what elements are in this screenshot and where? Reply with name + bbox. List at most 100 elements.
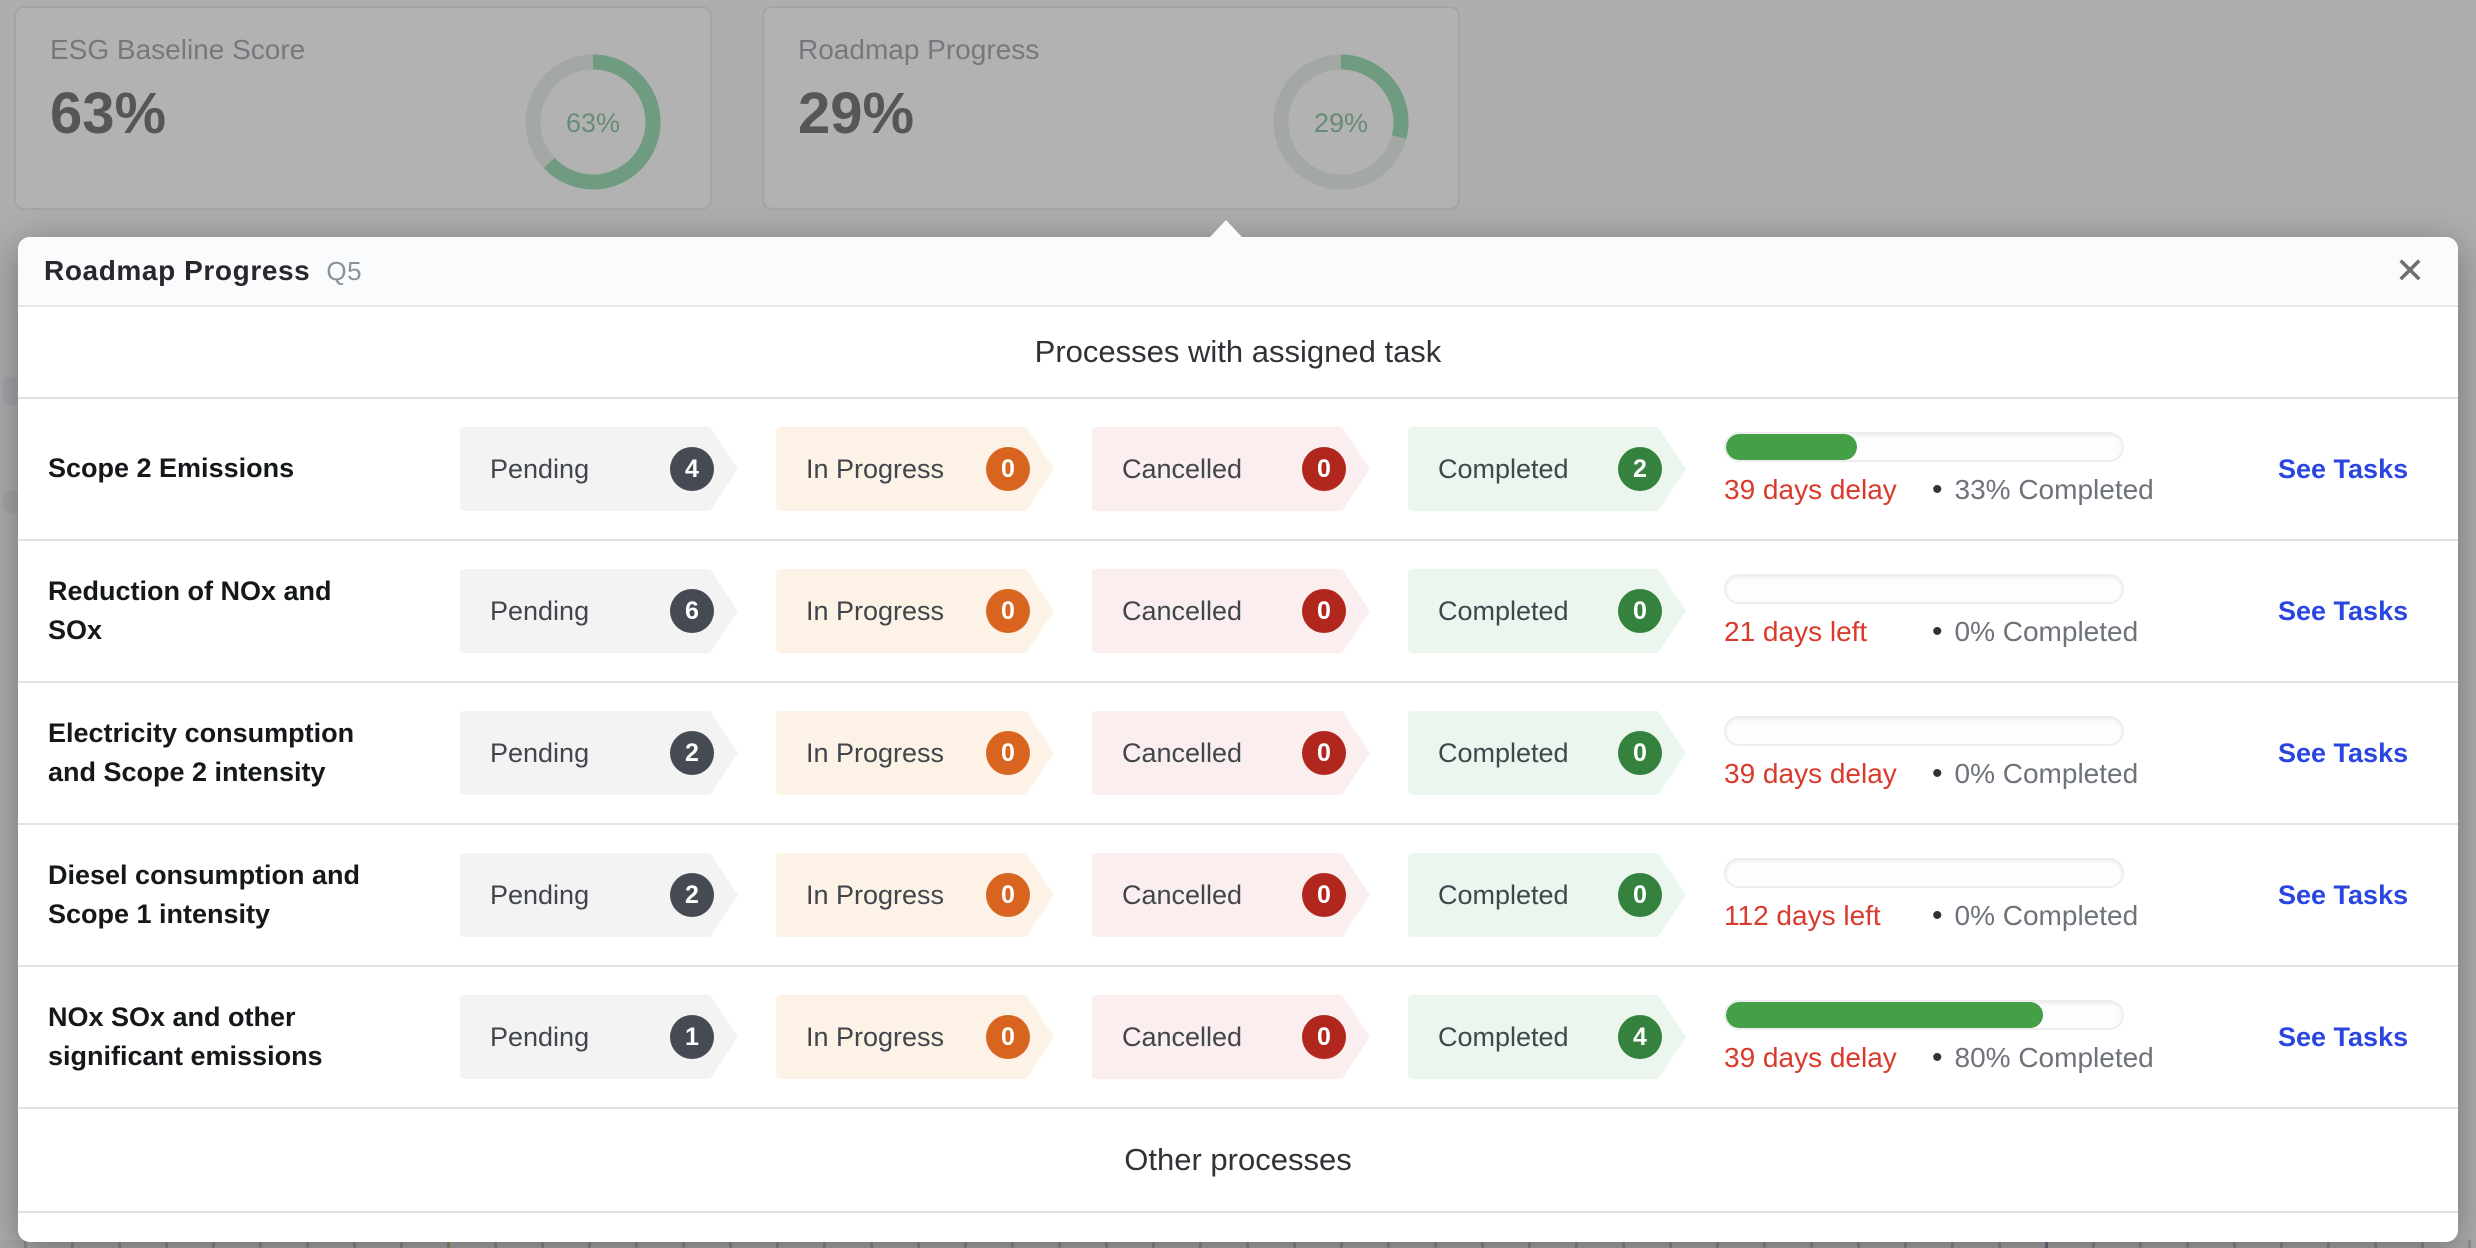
progress-bar [1724, 857, 2124, 888]
progress-text: 39 days delay • 33% Completed [1724, 473, 2278, 507]
status-label: In Progress [806, 737, 945, 768]
completed-percent: 0% Completed [1954, 899, 2139, 931]
progress-bar [1724, 573, 2124, 604]
status-chip-pending: Pending 1 [460, 995, 738, 1079]
status-label: Cancelled [1122, 1021, 1243, 1052]
status-label: Pending [490, 595, 590, 626]
status-chip-cancelled: Cancelled 0 [1092, 569, 1370, 653]
process-name: Diesel consumption and Scope 1 intensity [48, 859, 361, 929]
process-name: Electricity consumption and Scope 2 inte… [48, 717, 355, 787]
days-status: 112 days left [1724, 899, 1881, 931]
status-chip-cancelled: Cancelled 0 [1092, 853, 1370, 937]
status-chip-completed: Completed 4 [1408, 995, 1686, 1079]
in-progress-count-badge: 0 [986, 589, 1030, 633]
process-row: NOx SOx and other significant emissions … [18, 967, 2458, 1109]
status-chip-in-progress: In Progress 0 [776, 569, 1054, 653]
status-label: In Progress [806, 453, 945, 484]
status-chip-in-progress: In Progress 0 [776, 711, 1054, 795]
popup-arrow [1210, 220, 1242, 237]
progress-text: 39 days delay • 0% Completed [1724, 757, 2278, 791]
in-progress-count-badge: 0 [986, 873, 1030, 917]
pending-count-badge: 1 [670, 1015, 714, 1059]
process-row: Scope 2 Emissions Pending 4 In Progress … [18, 399, 2458, 541]
progress-cell: 39 days delay • 33% Completed [1724, 431, 2278, 507]
status-label: Cancelled [1122, 453, 1243, 484]
status-chip-pending: Pending 6 [460, 569, 738, 653]
see-tasks-link[interactable]: See Tasks [2278, 1021, 2409, 1052]
pending-count-badge: 2 [670, 873, 714, 917]
progress-bar [1724, 715, 2124, 746]
in-progress-count-badge: 0 [986, 731, 1030, 775]
completed-percent: 0% Completed [1954, 615, 2139, 647]
status-chip-cancelled: Cancelled 0 [1092, 711, 1370, 795]
status-chip-completed: Completed 0 [1408, 853, 1686, 937]
progress-text: 39 days delay • 80% Completed [1724, 1041, 2278, 1075]
see-tasks-link[interactable]: See Tasks [2278, 595, 2409, 626]
status-label: Completed [1438, 879, 1569, 910]
status-chip-completed: Completed 0 [1408, 569, 1686, 653]
status-chip-in-progress: In Progress 0 [776, 995, 1054, 1079]
separator-dot: • [1932, 898, 1943, 932]
completed-percent: 33% Completed [1954, 473, 2154, 505]
see-tasks-link[interactable]: See Tasks [2278, 737, 2409, 768]
see-tasks-link[interactable]: See Tasks [2278, 879, 2409, 910]
completed-percent: 80% Completed [1954, 1041, 2154, 1073]
status-chip-pending: Pending 4 [460, 427, 738, 511]
progress-bar [1724, 999, 2124, 1030]
cancelled-count-badge: 0 [1302, 589, 1346, 633]
cancelled-count-badge: 0 [1302, 873, 1346, 917]
process-name: NOx SOx and other significant emissions [48, 1001, 323, 1071]
separator-dot: • [1932, 756, 1943, 790]
status-chip-pending: Pending 2 [460, 853, 738, 937]
status-chip-in-progress: In Progress 0 [776, 427, 1054, 511]
days-status: 39 days delay [1724, 473, 1897, 505]
cancelled-count-badge: 0 [1302, 447, 1346, 491]
status-label: Completed [1438, 737, 1569, 768]
status-label: Completed [1438, 453, 1569, 484]
other-processes-heading: Other processes [18, 1109, 2458, 1213]
in-progress-count-badge: 0 [986, 447, 1030, 491]
close-icon[interactable]: ✕ [2388, 249, 2432, 293]
progress-text: 21 days left • 0% Completed [1724, 615, 2278, 649]
pending-count-badge: 2 [670, 731, 714, 775]
cancelled-count-badge: 0 [1302, 1015, 1346, 1059]
process-name: Scope 2 Emissions [48, 453, 295, 484]
progress-text: 112 days left • 0% Completed [1724, 899, 2278, 933]
completed-count-badge: 0 [1618, 873, 1662, 917]
assigned-processes-heading: Processes with assigned task [18, 307, 2458, 399]
progress-cell: 21 days left • 0% Completed [1724, 573, 2278, 649]
progress-cell: 112 days left • 0% Completed [1724, 857, 2278, 933]
status-label: In Progress [806, 879, 945, 910]
see-tasks-link[interactable]: See Tasks [2278, 453, 2409, 484]
completed-percent: 0% Completed [1954, 757, 2139, 789]
completed-count-badge: 2 [1618, 447, 1662, 491]
status-label: Pending [490, 737, 590, 768]
days-status: 21 days left [1724, 615, 1868, 647]
status-label: Completed [1438, 1021, 1569, 1052]
pending-count-badge: 4 [670, 447, 714, 491]
cancelled-count-badge: 0 [1302, 731, 1346, 775]
days-status: 39 days delay [1724, 1041, 1897, 1073]
process-table: Scope 2 Emissions Pending 4 In Progress … [18, 399, 2458, 1109]
status-label: Completed [1438, 595, 1569, 626]
pending-count-badge: 6 [670, 589, 714, 633]
days-status: 39 days delay [1724, 757, 1897, 789]
status-label: Pending [490, 1021, 590, 1052]
status-chip-cancelled: Cancelled 0 [1092, 995, 1370, 1079]
status-chip-cancelled: Cancelled 0 [1092, 427, 1370, 511]
separator-dot: • [1932, 472, 1943, 506]
separator-dot: • [1932, 1040, 1943, 1074]
completed-count-badge: 4 [1618, 1015, 1662, 1059]
process-row: Electricity consumption and Scope 2 inte… [18, 683, 2458, 825]
progress-cell: 39 days delay • 80% Completed [1724, 999, 2278, 1075]
roadmap-progress-modal: Roadmap Progress Q5 ✕ Processes with ass… [18, 220, 2458, 1242]
status-label: Cancelled [1122, 879, 1243, 910]
status-chip-in-progress: In Progress 0 [776, 853, 1054, 937]
modal-header: Roadmap Progress Q5 ✕ [18, 237, 2458, 307]
progress-bar [1724, 431, 2124, 462]
status-label: Cancelled [1122, 595, 1243, 626]
status-label: In Progress [806, 1021, 945, 1052]
status-label: Pending [490, 879, 590, 910]
progress-cell: 39 days delay • 0% Completed [1724, 715, 2278, 791]
modal-subtitle: Q5 [326, 255, 363, 286]
